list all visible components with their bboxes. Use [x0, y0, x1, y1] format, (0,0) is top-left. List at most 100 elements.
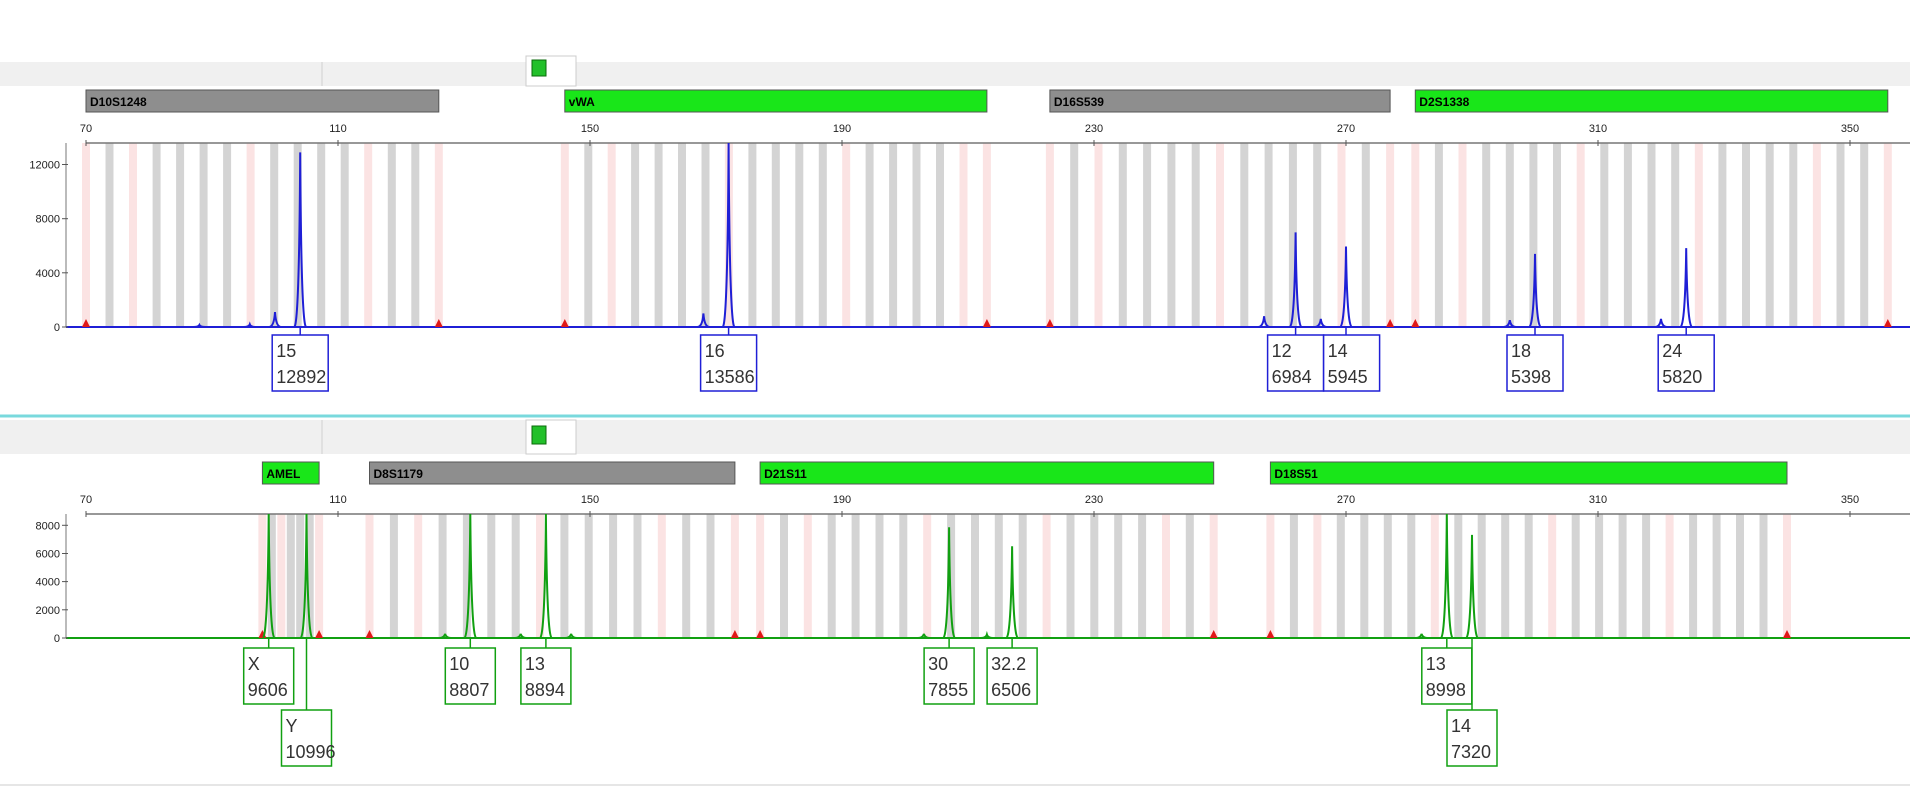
- bin-marker: [1736, 514, 1744, 638]
- allele-call-box[interactable]: [1446, 709, 1498, 767]
- peak[interactable]: [1654, 318, 1668, 328]
- peak[interactable]: [193, 322, 206, 328]
- peak[interactable]: [514, 633, 527, 639]
- peak[interactable]: [942, 527, 957, 639]
- y-tick-label: 4000: [36, 268, 60, 280]
- allele-call-box[interactable]: [923, 647, 975, 705]
- bin-marker: [1458, 143, 1467, 327]
- peak[interactable]: [1503, 320, 1516, 328]
- bin-marker: [795, 143, 804, 327]
- bin-marker: [1288, 143, 1297, 327]
- bin-marker: [971, 514, 979, 638]
- x-tick-label: 150: [581, 123, 599, 135]
- bin-marker: [1712, 514, 1721, 638]
- peak[interactable]: [243, 321, 256, 328]
- bin-marker: [560, 143, 569, 327]
- peak[interactable]: [1314, 318, 1327, 328]
- allele-call-box[interactable]: [280, 709, 333, 767]
- locus-label: D16S539: [1054, 95, 1104, 109]
- peak[interactable]: [1465, 534, 1479, 639]
- bin-marker: [609, 514, 618, 638]
- peak[interactable]: [1415, 633, 1428, 639]
- peak[interactable]: [1005, 546, 1020, 639]
- bin-marker: [434, 143, 443, 327]
- bin-marker: [982, 143, 991, 327]
- peak[interactable]: [439, 633, 452, 639]
- peak[interactable]: [538, 513, 553, 639]
- locus-label: D8S1179: [374, 467, 424, 481]
- size-marker: [1045, 319, 1054, 327]
- y-tick-label: 12000: [29, 160, 60, 172]
- size-marker: [365, 630, 374, 638]
- bin-marker: [923, 514, 932, 638]
- allele-call-box[interactable]: [986, 647, 1038, 705]
- size-marker: [82, 319, 90, 327]
- bin-marker: [487, 514, 496, 638]
- bin-marker: [411, 143, 420, 327]
- allele-call-box[interactable]: [699, 334, 758, 392]
- peak[interactable]: [261, 513, 276, 639]
- y-tick-label: 8000: [36, 214, 60, 226]
- locus-bar[interactable]: [261, 461, 320, 485]
- bin-marker: [701, 143, 710, 327]
- peak[interactable]: [1528, 253, 1542, 328]
- bin-marker: [1642, 514, 1651, 638]
- peak[interactable]: [697, 313, 710, 328]
- peak[interactable]: [463, 513, 478, 639]
- bin-marker: [959, 143, 968, 327]
- allele-call-box[interactable]: [520, 647, 572, 705]
- bin-marker: [305, 514, 314, 638]
- bin-marker: [1812, 143, 1821, 327]
- bin-marker: [899, 514, 908, 638]
- peak[interactable]: [1257, 316, 1271, 328]
- locus-bar[interactable]: [369, 461, 736, 485]
- allele-call-box[interactable]: [1266, 334, 1325, 392]
- x-tick-label: 110: [329, 494, 347, 506]
- peak[interactable]: [1339, 246, 1353, 328]
- locus-bar[interactable]: [1269, 461, 1788, 485]
- allele-call-box[interactable]: [1506, 334, 1564, 392]
- peak[interactable]: [293, 152, 308, 328]
- locus-bar[interactable]: [564, 89, 988, 113]
- bin-marker: [317, 143, 326, 327]
- peak[interactable]: [268, 312, 282, 328]
- y-tick-label: 6000: [36, 549, 60, 561]
- peak[interactable]: [1679, 248, 1694, 328]
- peak[interactable]: [1439, 513, 1454, 639]
- locus-bar[interactable]: [1049, 89, 1391, 113]
- x-tick-label: 110: [329, 123, 347, 135]
- peak[interactable]: [299, 513, 314, 639]
- panel-1-toggle-icon: [531, 59, 547, 77]
- peak[interactable]: [980, 630, 993, 639]
- locus-bar[interactable]: [85, 89, 440, 113]
- allele-call-box[interactable]: [444, 647, 497, 705]
- bin-marker: [1836, 143, 1845, 327]
- size-marker: [730, 630, 739, 638]
- size-marker: [1411, 319, 1420, 327]
- allele-call-box[interactable]: [242, 647, 295, 705]
- locus-bar[interactable]: [759, 461, 1215, 485]
- peak[interactable]: [721, 142, 736, 328]
- peak[interactable]: [565, 633, 578, 639]
- peak[interactable]: [917, 633, 930, 639]
- bin-marker: [1407, 514, 1416, 638]
- bin-marker: [1018, 514, 1027, 638]
- allele-call-box[interactable]: [1657, 334, 1715, 392]
- size-marker: [315, 630, 324, 638]
- allele-call-box[interactable]: [1421, 647, 1473, 705]
- bin-marker: [1264, 143, 1273, 327]
- peak[interactable]: [1288, 232, 1303, 328]
- allele-call-box[interactable]: [1322, 334, 1381, 392]
- locus-label: D18S51: [1274, 467, 1318, 481]
- panel-1-header-bar: [0, 62, 1910, 86]
- panel-2-toggle-icon: [531, 425, 547, 445]
- allele-call-box[interactable]: [271, 334, 329, 392]
- bin-marker: [1118, 143, 1127, 327]
- size-marker: [434, 319, 443, 327]
- bin-marker: [1386, 143, 1395, 327]
- x-tick-label: 350: [1841, 123, 1859, 135]
- x-tick-label: 70: [80, 494, 92, 506]
- bin-marker: [1718, 143, 1727, 327]
- bin-marker: [1337, 143, 1346, 327]
- locus-bar[interactable]: [1414, 89, 1889, 113]
